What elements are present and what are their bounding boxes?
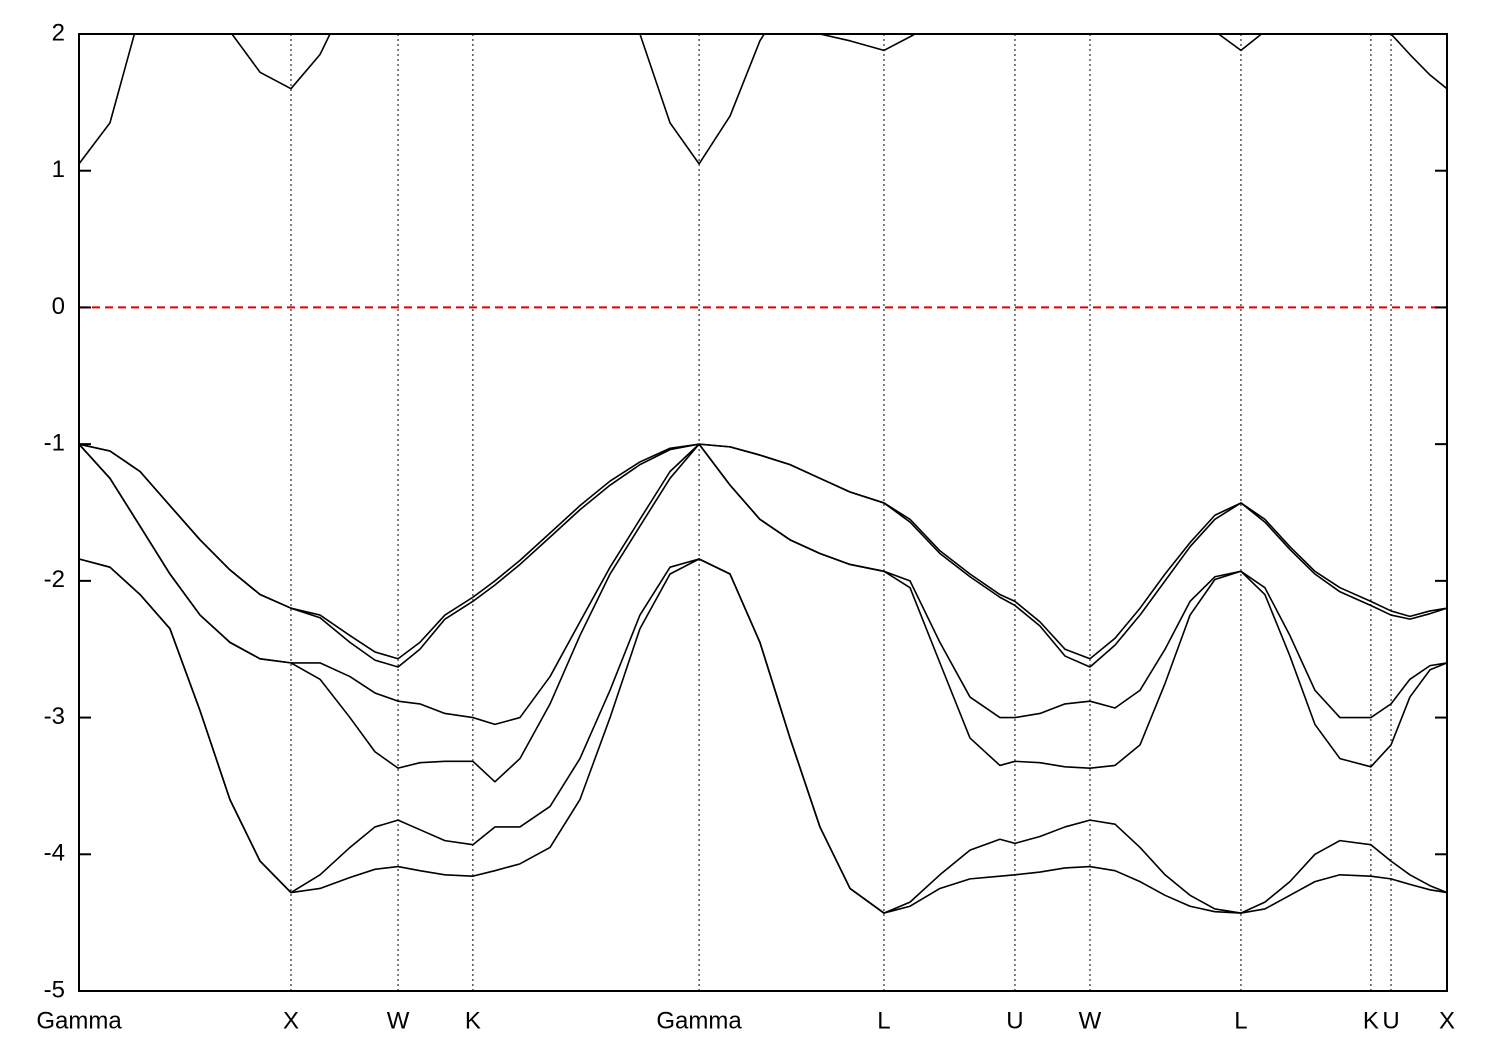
band-line (79, 34, 1447, 165)
x-tick-label: Gamma (656, 1007, 742, 1034)
band-line (79, 443, 1447, 660)
band-line (79, 443, 1447, 668)
x-tick-label: W (1079, 1007, 1102, 1034)
x-tick-label: Gamma (36, 1007, 122, 1034)
plot-frame (78, 33, 1448, 992)
y-tick-label: -1 (44, 429, 65, 456)
y-tick-label: -3 (44, 703, 65, 730)
grid-layer (78, 34, 1448, 991)
x-tick-label: X (1439, 1007, 1455, 1034)
x-tick-label: L (1234, 1007, 1247, 1034)
x-tick-label: U (1006, 1007, 1023, 1034)
x-tick-label: K (1363, 1007, 1379, 1034)
x-tick-label: K (465, 1007, 481, 1034)
y-tick-label: 2 (52, 19, 65, 46)
y-tick-label: -2 (44, 566, 65, 593)
band-line (79, 443, 1447, 783)
x-tick-label: U (1382, 1007, 1399, 1034)
y-tick-label: -4 (44, 840, 65, 867)
y-tick-label: 1 (52, 156, 65, 183)
band-line (79, 443, 1447, 726)
y-tick-label: -5 (44, 976, 65, 1003)
series-layer (79, 34, 1447, 914)
x-tick-label: X (283, 1007, 299, 1034)
x-tick-label: L (877, 1007, 890, 1034)
y-tick-label: 0 (52, 293, 65, 320)
x-tick-label: W (387, 1007, 410, 1034)
band-line (79, 558, 1447, 914)
band-line (79, 558, 1447, 914)
